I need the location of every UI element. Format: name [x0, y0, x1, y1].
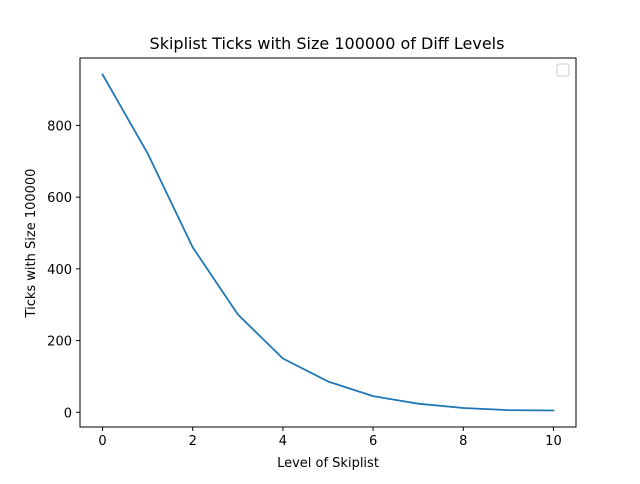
x-tick-label: 6	[369, 434, 377, 449]
y-axis: 0 200 400 600 800	[47, 119, 80, 421]
plot-area	[79, 57, 577, 428]
chart-title: Skiplist Ticks with Size 100000 of Diff …	[150, 34, 505, 53]
x-tick-label: 0	[98, 434, 106, 449]
x-axis: 0 2 4 6 8 10	[98, 427, 562, 449]
y-tick-label: 400	[47, 263, 72, 278]
y-axis-label: Ticks with Size 100000	[24, 169, 39, 319]
legend-box	[556, 63, 570, 77]
x-tick-label: 10	[545, 434, 562, 449]
y-tick-label: 600	[47, 191, 72, 206]
series-line	[101, 73, 555, 412]
x-axis-label: Level of Skiplist	[277, 456, 379, 471]
y-tick-label: 0	[64, 406, 72, 421]
y-tick-label: 200	[47, 335, 72, 350]
x-tick-label: 8	[459, 434, 467, 449]
x-tick-label: 4	[279, 434, 287, 449]
y-tick-label: 800	[47, 119, 72, 134]
series-layer	[101, 73, 555, 412]
x-tick-label: 2	[189, 434, 197, 449]
